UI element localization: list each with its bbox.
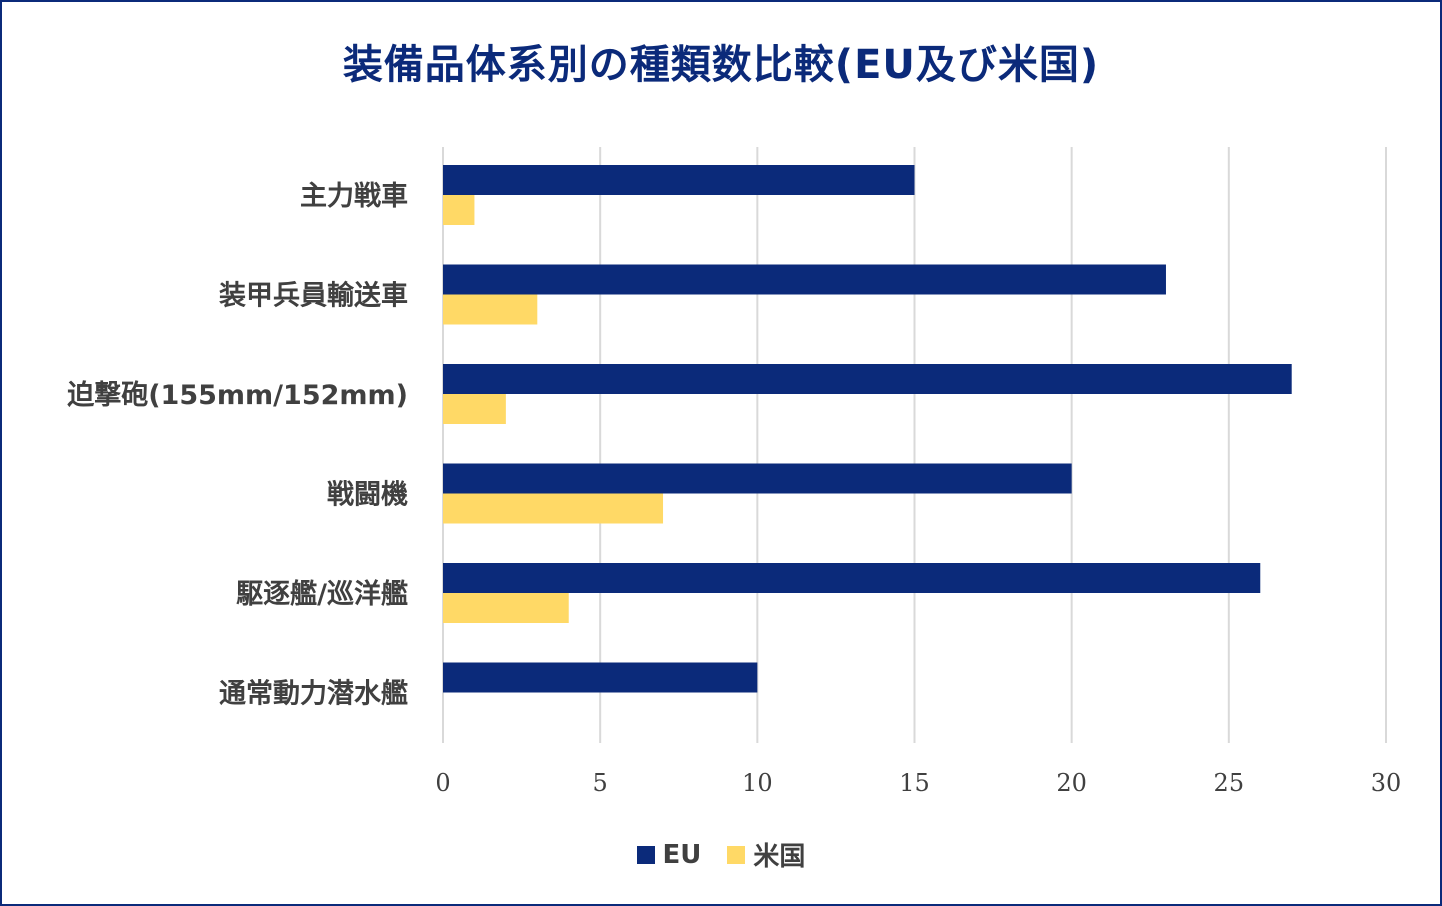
bar-eu-5 xyxy=(443,662,758,693)
legend-item-eu: EU xyxy=(636,836,702,873)
legend: EU 米国 xyxy=(0,836,1442,873)
bar-us-3 xyxy=(443,493,664,524)
category-label: 主力戦車 xyxy=(300,181,408,212)
legend-item-us: 米国 xyxy=(727,836,805,873)
x-tick-label: 30 xyxy=(1371,769,1402,797)
bar-eu-2 xyxy=(443,364,1292,394)
category-label: 迫撃砲(155mm/152mm) xyxy=(67,379,408,411)
x-tick-label: 20 xyxy=(1056,769,1087,797)
bar-us-0 xyxy=(443,195,475,225)
x-tick-label: 5 xyxy=(593,769,608,797)
chart-title: 装備品体系別の種類数比較(EU及び米国) xyxy=(342,42,1100,88)
bar-eu-3 xyxy=(443,463,1072,494)
x-tick-label: 25 xyxy=(1214,769,1245,797)
category-label: 駆逐艦/巡洋艦 xyxy=(236,578,408,610)
legend-swatch-us xyxy=(727,845,746,864)
bar-eu-4 xyxy=(443,563,1261,593)
bar-eu-1 xyxy=(443,264,1166,295)
legend-label-us: 米国 xyxy=(753,842,806,872)
bar-us-4 xyxy=(443,593,569,623)
x-tick-label: 0 xyxy=(435,769,450,797)
x-tick-label: 15 xyxy=(899,769,930,797)
legend-label-eu: EU xyxy=(662,839,702,870)
category-label: 装甲兵員輸送車 xyxy=(219,280,408,312)
x-tick-label: 10 xyxy=(742,769,773,797)
bar-eu-0 xyxy=(443,165,915,195)
category-label: 戦闘機 xyxy=(327,480,408,511)
category-label: 通常動力潜水艦 xyxy=(219,678,408,710)
bar-us-1 xyxy=(443,294,538,325)
legend-swatch-eu xyxy=(636,845,655,864)
bar-us-2 xyxy=(443,394,506,424)
